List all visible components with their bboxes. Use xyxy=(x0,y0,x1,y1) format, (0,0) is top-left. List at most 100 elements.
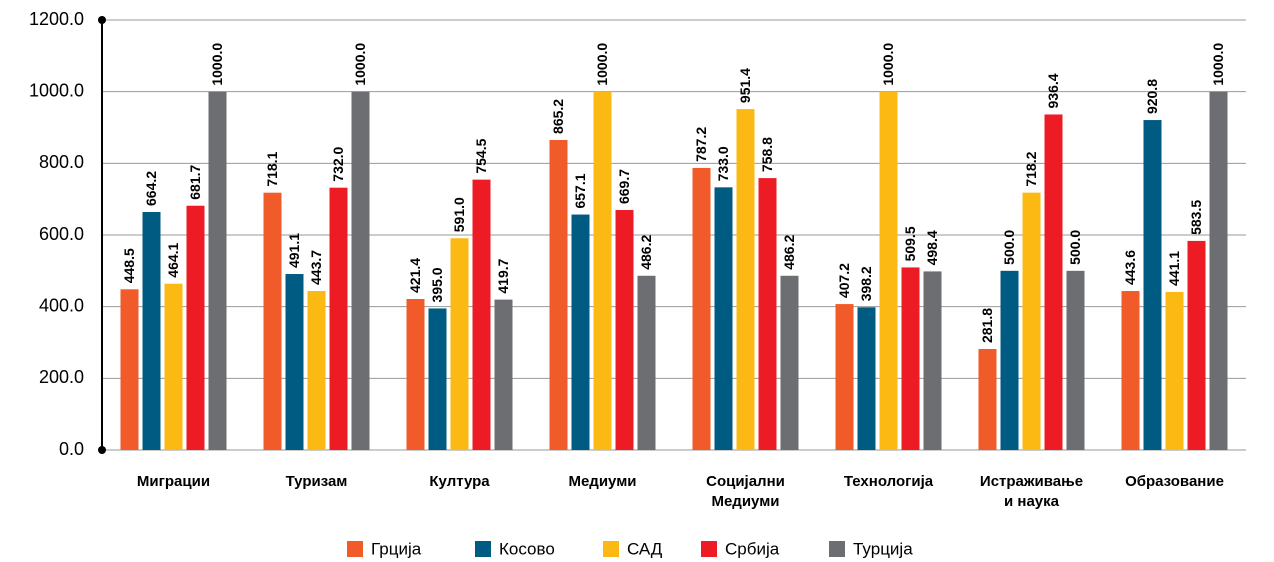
bar xyxy=(549,139,568,450)
bar xyxy=(120,289,139,450)
value-label: 669.7 xyxy=(616,169,632,204)
value-label: 664.2 xyxy=(143,171,159,206)
bar xyxy=(1066,270,1085,450)
value-label: 936.4 xyxy=(1045,73,1061,108)
bar xyxy=(879,91,898,451)
x-tick-label: Туризам xyxy=(286,473,348,490)
legend-label: Турција xyxy=(853,539,913,558)
value-label: 398.2 xyxy=(858,266,874,301)
axis-end xyxy=(98,446,106,454)
value-label: 1000.0 xyxy=(880,43,896,86)
legend-swatch xyxy=(603,541,619,557)
bar xyxy=(1022,192,1041,450)
value-label: 758.8 xyxy=(759,137,775,172)
bar xyxy=(736,109,755,450)
x-tick-label: Образование xyxy=(1125,473,1224,490)
bar xyxy=(208,91,227,451)
value-label: 281.8 xyxy=(979,308,995,343)
legend-label: САД xyxy=(627,539,663,558)
y-tick-label: 1000.0 xyxy=(29,80,84,100)
value-label: 732.0 xyxy=(330,146,346,181)
bar xyxy=(164,283,183,450)
x-tick-label: Социјални Медиуми xyxy=(706,473,785,510)
value-label: 464.1 xyxy=(165,242,181,277)
bar xyxy=(1044,114,1063,450)
value-label: 500.0 xyxy=(1067,230,1083,265)
bar xyxy=(615,210,634,450)
bar xyxy=(285,274,304,450)
value-label: 443.6 xyxy=(1122,250,1138,285)
legend-label: Србија xyxy=(725,539,780,558)
axis-end xyxy=(98,16,106,24)
value-label: 787.2 xyxy=(693,127,709,162)
bar xyxy=(263,192,282,450)
value-label: 1000.0 xyxy=(1210,43,1226,86)
value-label: 951.4 xyxy=(737,68,753,103)
value-label: 681.7 xyxy=(187,164,203,199)
legend-swatch xyxy=(347,541,363,557)
bar xyxy=(1121,291,1140,450)
bar xyxy=(1209,91,1228,451)
value-label: 421.4 xyxy=(407,258,423,293)
y-tick-label: 600.0 xyxy=(39,224,84,244)
legend-label: Грција xyxy=(371,539,422,558)
y-tick-label: 400.0 xyxy=(39,295,84,315)
value-label: 718.1 xyxy=(264,151,280,186)
value-label: 591.0 xyxy=(451,197,467,232)
value-label: 1000.0 xyxy=(352,43,368,86)
value-label: 407.2 xyxy=(836,263,852,298)
value-label: 498.4 xyxy=(924,230,940,265)
value-label: 583.5 xyxy=(1188,200,1204,235)
bar xyxy=(428,308,447,450)
bar xyxy=(857,307,876,450)
bar xyxy=(978,349,997,450)
bar xyxy=(494,299,513,450)
value-label: 441.1 xyxy=(1166,251,1182,286)
value-label: 443.7 xyxy=(308,250,324,285)
value-label: 419.7 xyxy=(495,258,511,293)
bar xyxy=(637,275,656,450)
value-label: 733.0 xyxy=(715,146,731,181)
bar xyxy=(186,205,205,450)
bar xyxy=(1187,240,1206,450)
bar xyxy=(142,211,161,450)
bar xyxy=(1000,270,1019,450)
value-label: 395.0 xyxy=(429,267,445,302)
value-label: 509.5 xyxy=(902,226,918,261)
value-label: 500.0 xyxy=(1001,230,1017,265)
bar xyxy=(351,91,370,451)
bar xyxy=(571,214,590,450)
value-label: 865.2 xyxy=(550,99,566,134)
y-tick-label: 1200.0 xyxy=(29,9,84,29)
bar xyxy=(758,178,777,450)
x-tick-label: Медиуми xyxy=(568,473,636,490)
bar xyxy=(923,271,942,450)
bar xyxy=(307,291,326,450)
bar xyxy=(780,275,799,450)
bar xyxy=(901,267,920,450)
value-label: 486.2 xyxy=(781,235,797,270)
value-label: 1000.0 xyxy=(594,43,610,86)
value-label: 754.5 xyxy=(473,138,489,173)
value-label: 448.5 xyxy=(121,248,137,283)
bar xyxy=(692,167,711,451)
value-label: 657.1 xyxy=(572,173,588,208)
y-tick-label: 0.0 xyxy=(59,439,84,459)
y-tick-label: 200.0 xyxy=(39,367,84,387)
y-tick-label: 800.0 xyxy=(39,152,84,172)
legend-swatch xyxy=(475,541,491,557)
x-tick-label: Култура xyxy=(429,473,490,490)
bar xyxy=(1165,291,1184,450)
value-label: 491.1 xyxy=(286,233,302,268)
value-label: 920.8 xyxy=(1144,79,1160,114)
legend-label: Косово xyxy=(499,539,555,558)
bar xyxy=(472,179,491,450)
legend-swatch xyxy=(829,541,845,557)
value-label: 486.2 xyxy=(638,235,654,270)
x-tick-label: Истраживање и наука xyxy=(980,473,1083,510)
value-label: 718.2 xyxy=(1023,151,1039,186)
bar xyxy=(406,298,425,450)
value-label: 1000.0 xyxy=(209,43,225,86)
bar xyxy=(835,304,854,450)
